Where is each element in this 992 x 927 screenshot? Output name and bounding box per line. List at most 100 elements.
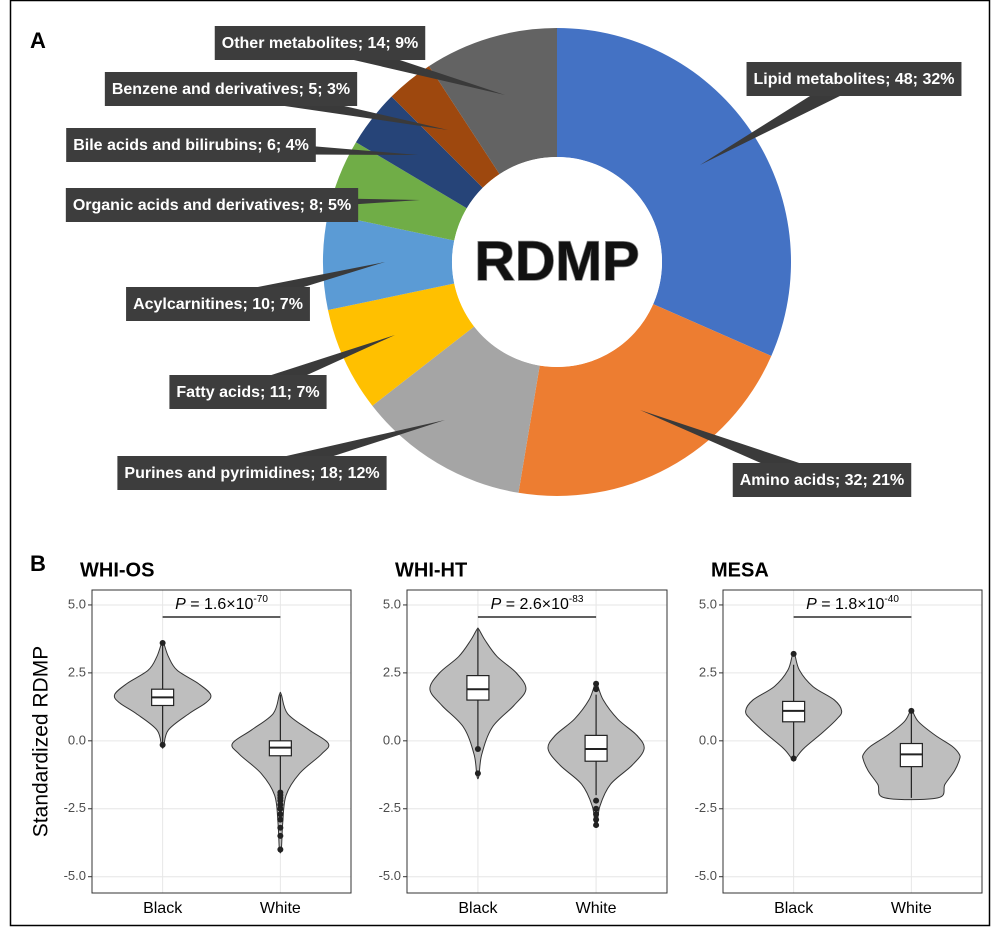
outlier — [790, 755, 797, 762]
outlier — [790, 650, 797, 657]
panel-title: WHI-HT — [395, 559, 467, 581]
donut-slice — [429, 28, 557, 175]
x-tick-label: Black — [143, 900, 183, 917]
x-tick-label: White — [260, 900, 301, 917]
annotation-exponent: -83 — [569, 594, 584, 605]
category-label: Organic acids and derivatives; 8; 5% — [65, 188, 359, 222]
category-label: Lipid metabolites; 48; 32% — [746, 62, 962, 96]
figure-border — [9, 0, 991, 927]
panel-title: WHI-OS — [80, 559, 154, 581]
outlier — [277, 805, 284, 812]
label-text: Lipid metabolites; 48; 32% — [754, 71, 955, 88]
label-box — [126, 287, 310, 321]
annotation-p: P — [175, 596, 186, 613]
label-box — [65, 188, 359, 222]
y-tick-label: -2.5 — [64, 800, 86, 815]
outlier — [593, 811, 600, 818]
label-box — [214, 26, 426, 60]
annotation-value: = 1.6×10 — [186, 596, 254, 613]
donut-slice — [372, 326, 540, 493]
label-text: Organic acids and derivatives; 8; 5% — [73, 197, 351, 214]
label-box — [117, 456, 387, 490]
donut-slice — [518, 304, 772, 497]
category-label: Purines and pyrimidines; 18; 12% — [117, 456, 387, 490]
donut-slice — [327, 142, 467, 241]
label-box — [169, 375, 327, 409]
x-tick-label: Black — [774, 900, 814, 917]
outlier — [277, 811, 284, 818]
y-tick-label: 5.0 — [68, 596, 86, 611]
label-box — [66, 128, 316, 162]
label-text: Purines and pyrimidines; 18; 12% — [124, 465, 379, 482]
y-tick-label: 2.5 — [383, 664, 401, 679]
annotation: P = 1.6×10-70 — [175, 594, 268, 614]
outlier — [593, 822, 600, 829]
y-tick-label: 2.5 — [68, 664, 86, 679]
x-tick-label: Black — [458, 900, 498, 917]
annotation: P = 2.6×10-83 — [491, 594, 584, 614]
y-tick-label: -5.0 — [379, 868, 401, 883]
plot-frame — [406, 589, 668, 894]
label-box — [732, 463, 912, 497]
center-label: RDMP — [475, 229, 640, 292]
panel-label: A — [30, 28, 46, 53]
plot-frame — [722, 589, 983, 894]
outlier — [908, 707, 915, 714]
y-tick-label: 2.5 — [699, 664, 717, 679]
label-box — [104, 72, 358, 106]
panel-label: B — [30, 551, 46, 576]
y-tick-label: -5.0 — [695, 868, 717, 883]
donut-hole — [452, 157, 662, 367]
category-label: Other metabolites; 14; 9% — [214, 26, 426, 60]
annotation: P = 1.8×10-40 — [806, 594, 899, 614]
outlier — [277, 846, 284, 853]
category-label: Fatty acids; 11; 7% — [169, 375, 327, 409]
donut-slice — [391, 66, 500, 188]
y-tick-label: 0.0 — [68, 732, 86, 747]
y-tick-label: 5.0 — [699, 596, 717, 611]
outlier — [593, 797, 600, 804]
outlier — [593, 680, 600, 687]
y-tick-label: -2.5 — [695, 800, 717, 815]
label-text: Bile acids and bilirubins; 6; 4% — [73, 137, 309, 154]
outlier — [159, 639, 166, 646]
y-tick-label: -2.5 — [379, 800, 401, 815]
annotation-exponent: -40 — [884, 594, 899, 605]
label-text: Acylcarnitines; 10; 7% — [133, 296, 303, 313]
outlier — [277, 824, 284, 831]
y-tick-label: -5.0 — [64, 868, 86, 883]
outlier — [474, 745, 481, 752]
annotation-p: P — [491, 596, 502, 613]
outlier — [159, 741, 166, 748]
x-tick-label: White — [891, 900, 932, 917]
plot-frame — [91, 589, 352, 894]
category-label: Acylcarnitines; 10; 7% — [126, 287, 310, 321]
donut-slice — [355, 96, 483, 209]
donut-slice — [327, 283, 475, 406]
y-tick-label: 5.0 — [383, 596, 401, 611]
outlier — [277, 832, 284, 839]
label-box — [746, 62, 962, 96]
label-text: Other metabolites; 14; 9% — [222, 35, 419, 52]
category-label: Benzene and derivatives; 5; 3% — [104, 72, 358, 106]
outlier — [474, 770, 481, 777]
outlier — [277, 816, 284, 823]
category-label: Amino acids; 32; 21% — [732, 463, 912, 497]
outlier — [593, 805, 600, 812]
box — [466, 675, 490, 701]
donut-slice — [322, 213, 455, 311]
outlier — [593, 686, 600, 693]
y-tick-label: 0.0 — [383, 732, 401, 747]
label-text: Benzene and derivatives; 5; 3% — [112, 81, 350, 98]
annotation-value: = 1.8×10 — [817, 596, 885, 613]
label-text: Fatty acids; 11; 7% — [176, 384, 319, 401]
label-text: Amino acids; 32; 21% — [740, 472, 905, 489]
y-axis-label: Standardized RDMP — [30, 646, 53, 837]
annotation-exponent: -70 — [253, 594, 268, 605]
panel-title: MESA — [711, 559, 769, 581]
annotation-p: P — [806, 596, 817, 613]
y-tick-label: 0.0 — [699, 732, 717, 747]
category-label: Bile acids and bilirubins; 6; 4% — [66, 128, 316, 162]
